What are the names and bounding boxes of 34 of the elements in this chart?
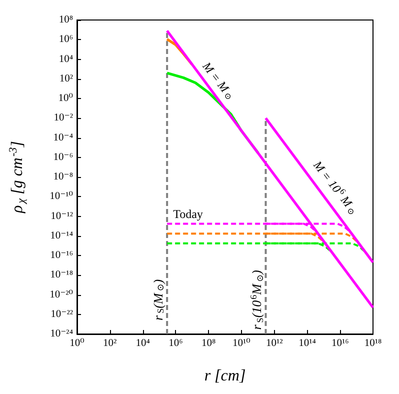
y-tick-label: 10² xyxy=(59,73,73,84)
y-tick-label: 10⁴ xyxy=(58,54,74,65)
y-tick-label: 10⁻¹⁴ xyxy=(50,230,74,242)
x-tick-label: 10⁶ xyxy=(168,338,184,349)
x-tick-label: 10⁸ xyxy=(201,338,216,349)
x-tick-label: 10¹⁰ xyxy=(232,338,250,349)
annotation: Today xyxy=(173,207,203,221)
y-tick-label: 10⁻⁶ xyxy=(53,152,74,163)
x-tick-label: 10² xyxy=(103,338,117,349)
y-tick-label: 10⁻⁴ xyxy=(53,132,74,144)
x-axis-title: r [cm] xyxy=(204,368,246,384)
y-tick-label: 10⁻¹⁰ xyxy=(50,191,73,202)
annotation: M = 106 M⊙ xyxy=(310,157,356,218)
y-axis-title: ρχ [g cm-3] xyxy=(8,140,28,214)
annotation: M = M⊙ xyxy=(199,58,234,102)
x-tick-label: 10⁴ xyxy=(136,338,150,349)
x-tick-label: 10¹⁶ xyxy=(331,338,350,349)
y-tick-label: 10⁻²⁰ xyxy=(50,289,73,300)
y-tick-label: 10⁻¹⁸ xyxy=(50,270,74,281)
y-tick-label: 10⁰ xyxy=(58,93,73,104)
y-tick-label: 10⁻¹⁶ xyxy=(50,250,74,261)
x-tick-label: 10¹⁴ xyxy=(298,338,316,349)
y-tick-label: 10⁻² xyxy=(54,112,73,124)
annotation: rS(106M⊙) xyxy=(248,270,265,330)
x-tick-label: 10¹⁸ xyxy=(364,338,382,349)
x-tick-label: 10¹² xyxy=(266,338,283,349)
annotation: rS(M⊙) xyxy=(150,279,166,320)
y-tick-label: 10⁻²² xyxy=(50,308,73,320)
x-tick-label: 10⁰ xyxy=(70,338,84,349)
y-tick-label: 10⁻¹² xyxy=(50,210,73,222)
y-tick-label: 10⁻⁸ xyxy=(53,172,74,182)
y-tick-label: 10⁶ xyxy=(58,34,74,46)
y-tick-label: 10⁻²⁴ xyxy=(50,328,74,340)
y-tick-label: 10⁸ xyxy=(58,14,74,26)
